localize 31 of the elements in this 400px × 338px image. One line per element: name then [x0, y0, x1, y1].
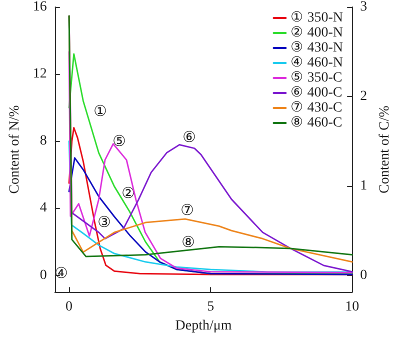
y-tick-label: 12 [32, 66, 47, 82]
annotation: ⑦ [180, 203, 194, 219]
y2-axis-title: Content of C/% [378, 105, 392, 194]
annotation: ④ [54, 266, 68, 282]
legend-label: ② 400-N [290, 26, 344, 40]
x-tick-label: 0 [66, 300, 73, 315]
legend-label: ⑥ 400-C [290, 86, 342, 100]
y-tick-label: 16 [32, 0, 47, 14]
annotation: ③ [98, 215, 110, 231]
annotation: ① [94, 104, 106, 120]
y-axis-title: Content of N/% [8, 104, 22, 194]
annotation: ⑧ [182, 235, 194, 251]
y-tick-label: 4 [40, 200, 47, 216]
annotation: ⑥ [182, 130, 196, 146]
x-axis-title: Depth/μm [175, 318, 232, 334]
y-tick-label: 8 [40, 134, 47, 149]
y2-tick-label: 3 [360, 0, 368, 14]
annotation: ⑤ [112, 134, 126, 150]
x-tick-label: 10 [345, 300, 360, 315]
legend-label: ⑤ 350-C [290, 70, 342, 86]
legend-label: ④ 460-N [290, 56, 344, 70]
legend-label: ③ 430-N [290, 40, 344, 56]
legend-label: ⑦ 430-C [290, 100, 342, 116]
y2-tick-label: 1 [360, 178, 368, 194]
legend-label: ⑧ 460-C [290, 116, 342, 130]
annotation: ② [122, 186, 134, 202]
y2-tick-label: 2 [360, 88, 368, 104]
y-tick-label: 0 [40, 268, 47, 283]
legend-label: ① 350-N [290, 10, 344, 26]
x-tick-label: 5 [207, 300, 214, 315]
y2-tick-label: 0 [360, 268, 368, 283]
